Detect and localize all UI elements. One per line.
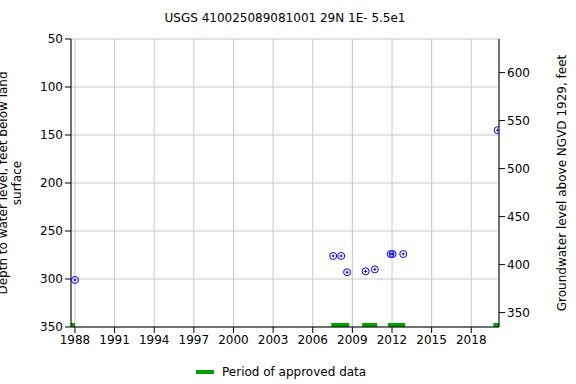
svg-text:350: 350 (40, 320, 63, 334)
svg-text:Depth to water level, feet bel: Depth to water level, feet below landsur… (8, 71, 24, 294)
svg-text:150: 150 (40, 128, 63, 142)
svg-text:550: 550 (507, 114, 530, 128)
svg-text:500: 500 (507, 162, 530, 176)
svg-text:1994: 1994 (139, 333, 170, 347)
svg-text:250: 250 (40, 224, 63, 238)
svg-text:600: 600 (507, 66, 530, 80)
svg-text:350: 350 (507, 306, 530, 320)
svg-text:300: 300 (40, 272, 63, 286)
svg-text:Groundwater level above NGVD 1: Groundwater level above NGVD 1929, feet (555, 54, 569, 311)
svg-text:2003: 2003 (258, 333, 289, 347)
svg-text:50: 50 (48, 32, 63, 46)
svg-text:400: 400 (507, 258, 530, 272)
svg-text:1997: 1997 (179, 333, 210, 347)
svg-text:450: 450 (507, 210, 530, 224)
svg-text:1988: 1988 (60, 333, 91, 347)
svg-text:2009: 2009 (337, 333, 368, 347)
svg-text:USGS 410025089081001 29N 1E- 5: USGS 410025089081001 29N 1E- 5.5e1 (165, 11, 406, 25)
svg-text:2006: 2006 (297, 333, 328, 347)
svg-text:200: 200 (40, 176, 63, 190)
svg-text:100: 100 (40, 80, 63, 94)
svg-text:2015: 2015 (416, 333, 447, 347)
svg-text:1991: 1991 (99, 333, 130, 347)
svg-text:Period of approved data: Period of approved data (222, 365, 366, 379)
svg-text:2000: 2000 (218, 333, 249, 347)
svg-text:2018: 2018 (456, 333, 487, 347)
svg-text:2012: 2012 (377, 333, 408, 347)
